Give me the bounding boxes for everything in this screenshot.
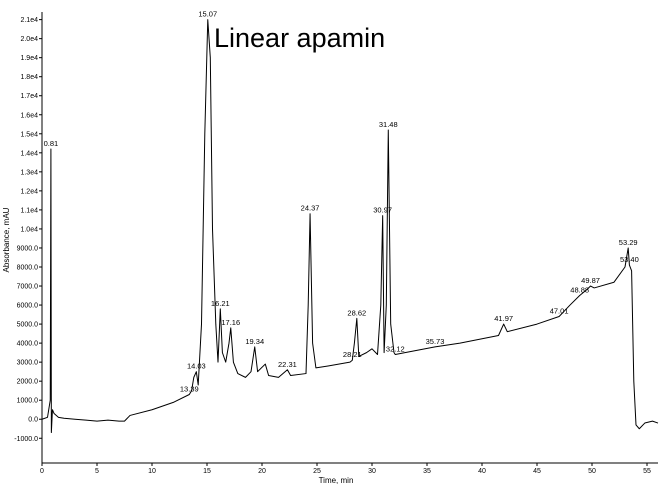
chart-title: Linear apamin	[214, 23, 385, 53]
y-tick-label: 1.3e4	[20, 169, 38, 176]
x-tick-label: 50	[588, 468, 596, 475]
y-tick-label: 1.5e4	[20, 131, 38, 138]
y-tick-label: 1.4e4	[20, 150, 38, 157]
x-tick-label: 25	[313, 468, 321, 475]
peak-label: 30.97	[373, 206, 392, 215]
y-tick-label: 2000.0	[17, 379, 39, 386]
x-tick-label: 35	[423, 468, 431, 475]
peak-label: 53.29	[619, 238, 638, 247]
x-tick-label: 45	[533, 468, 541, 475]
y-tick-label: 1.6e4	[20, 112, 38, 119]
y-tick-label: 6000.0	[17, 303, 39, 310]
y-tick-label: 1.0e4	[20, 226, 38, 233]
peak-label: 32.12	[386, 345, 405, 354]
y-tick-label: 0.0	[28, 417, 38, 424]
y-tick-label: 2.0e4	[20, 36, 38, 43]
x-tick-label: 15	[203, 468, 211, 475]
y-tick-label: 1.9e4	[20, 55, 38, 62]
y-tick-label: 7000.0	[17, 284, 39, 291]
x-tick-label: 0	[40, 468, 44, 475]
y-tick-label: 5000.0	[17, 322, 39, 329]
y-tick-label: 9000.0	[17, 245, 39, 252]
y-tick-label: 8000.0	[17, 264, 39, 271]
peak-label: 41.97	[494, 314, 513, 323]
y-tick-label: 3000.0	[17, 360, 39, 367]
peak-label: 53.40	[620, 255, 639, 264]
y-tick-label: 2.1e4	[20, 17, 38, 24]
y-tick-label: 1.7e4	[20, 93, 38, 100]
y-tick-label: 1000.0	[17, 398, 39, 405]
x-tick-label: 30	[368, 468, 376, 475]
y-axis-label: Absorbance, mAU	[2, 207, 11, 272]
x-axis-label: Time, min	[319, 476, 354, 485]
peak-label: 28.62	[347, 308, 366, 317]
peak-label: 28.21	[343, 350, 362, 359]
peak-label: 19.34	[245, 337, 264, 346]
peak-label: 16.21	[211, 299, 230, 308]
peak-label: 13.39	[180, 384, 199, 393]
peak-label: 48.88	[570, 286, 589, 295]
x-tick-label: 55	[643, 468, 651, 475]
peak-label: 47.01	[550, 306, 569, 315]
peak-label: 15.07	[198, 10, 217, 19]
peak-label: 31.48	[379, 120, 398, 129]
y-tick-label: 1.2e4	[20, 188, 38, 195]
trace	[41, 19, 659, 434]
x-tick-label: 5	[95, 468, 99, 475]
peak-label: 35.73	[426, 337, 445, 346]
peak-label: 49.87	[581, 276, 600, 285]
peak-label: 24.37	[301, 204, 320, 213]
peak-label: 17.16	[221, 318, 240, 327]
peak-label: 14.03	[187, 362, 206, 371]
x-tick-label: 40	[478, 468, 486, 475]
peak-label: 22.31	[278, 360, 297, 369]
x-tick-label: 20	[258, 468, 266, 475]
peak-label: 0.81	[44, 139, 59, 148]
y-tick-label: 1.1e4	[20, 207, 38, 214]
x-tick-label: 10	[148, 468, 156, 475]
y-tick-label: 4000.0	[17, 341, 39, 348]
y-tick-label: -1000.0	[14, 436, 38, 443]
y-tick-label: 1.8e4	[20, 74, 38, 81]
